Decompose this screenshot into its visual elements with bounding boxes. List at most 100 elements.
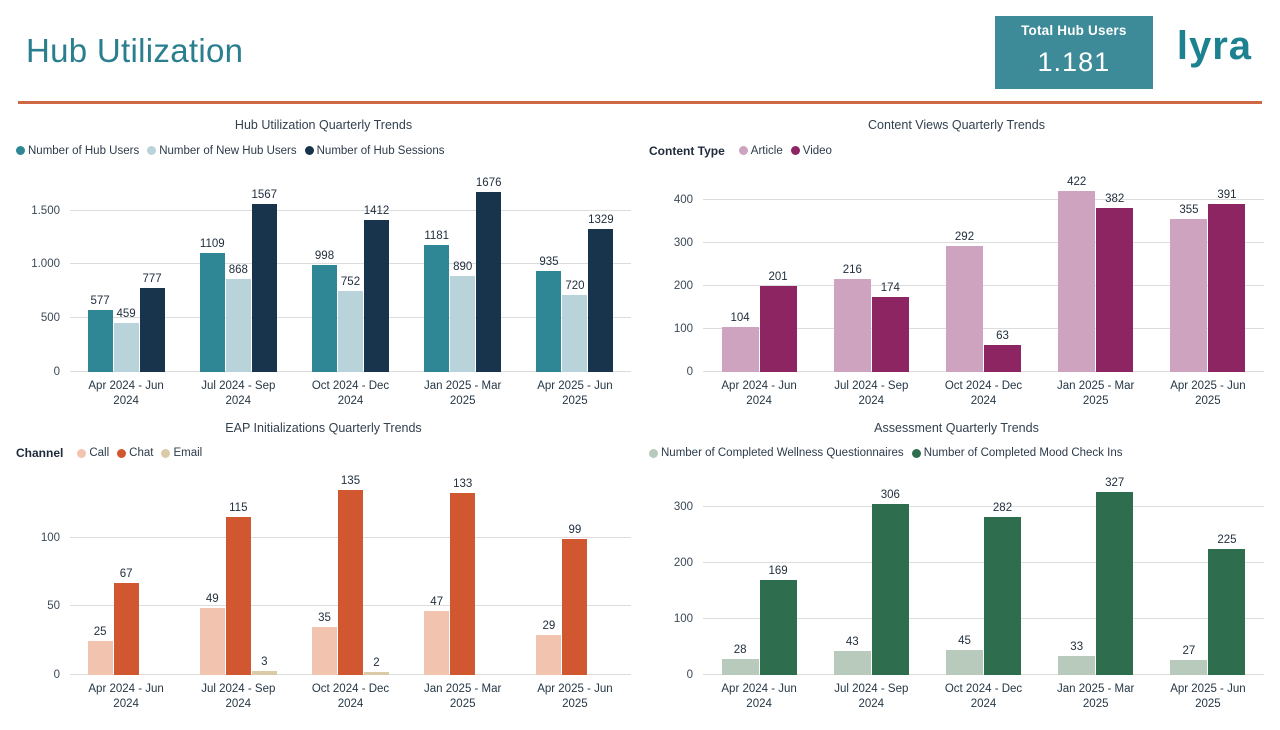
legend-item[interactable]: Chat — [117, 447, 153, 459]
legend-item[interactable]: Number of Hub Users — [16, 145, 139, 157]
y-axis-tick-label: 100 — [673, 323, 693, 335]
bar-number-of-hub-sessions[interactable] — [364, 220, 389, 372]
bar-group: 1109 868 1567 — [182, 172, 294, 372]
bar-video[interactable] — [871, 297, 909, 372]
bar-number-of-hub-users[interactable] — [536, 271, 562, 372]
legend-item[interactable]: Video — [790, 145, 832, 157]
bar-chat[interactable] — [225, 517, 251, 675]
bar-group: 47 133 — [407, 475, 519, 675]
bar-number-of-hub-sessions[interactable] — [476, 191, 502, 372]
x-axis-category-text: Oct 2024 - Dec 2024 — [311, 682, 390, 710]
bar-slot — [476, 475, 502, 675]
bar-number-of-new-hub-users[interactable] — [225, 278, 251, 372]
bar-number-of-hub-sessions[interactable] — [588, 229, 614, 372]
bar-slot: 2 — [364, 475, 390, 675]
legend-item[interactable]: Call — [77, 447, 109, 459]
bar-number-of-completed-wellness-questionnaires[interactable] — [946, 649, 983, 675]
bar-email[interactable] — [364, 672, 389, 675]
bar-value-label: 133 — [453, 477, 473, 490]
bar-number-of-completed-mood-check-ins[interactable] — [1096, 492, 1134, 675]
chart-legend: Number of Hub Users Number of New Hub Use… — [16, 143, 631, 158]
lyra-logo: lyra — [1176, 24, 1252, 68]
legend-item-label: Email — [173, 447, 203, 460]
x-axis-category-text: Apr 2024 - Jun 2024 — [88, 682, 164, 710]
legend-item-label: Number of New Hub Users — [159, 144, 297, 157]
bar-video[interactable] — [984, 344, 1021, 372]
bar-value-label: 868 — [228, 263, 248, 276]
y-axis-tick-label: 0 — [53, 668, 60, 681]
gridline — [703, 562, 1264, 564]
bar-article[interactable] — [946, 246, 983, 372]
bar-chat[interactable] — [113, 583, 139, 675]
chart-plot: 25 67 49 115 3 35 135 2 47 133 29 99 0 50 100 — [16, 474, 631, 681]
bar-number-of-hub-sessions[interactable] — [251, 203, 277, 372]
gridline — [703, 371, 1264, 372]
bar-number-of-completed-mood-check-ins[interactable] — [1208, 549, 1246, 675]
bar-chat[interactable] — [450, 492, 476, 675]
x-axis-category-text: Oct 2024 - Dec 2024 — [311, 380, 390, 407]
bar-video[interactable] — [759, 285, 797, 372]
legend-item[interactable]: Number of Completed Mood Check Ins — [911, 447, 1123, 460]
bar-slot: 1109 — [199, 172, 225, 372]
bar-number-of-new-hub-users[interactable] — [338, 291, 363, 372]
bar-number-of-hub-sessions[interactable] — [139, 288, 165, 372]
bar-video[interactable] — [1208, 203, 1246, 372]
bar-number-of-completed-wellness-questionnaires[interactable] — [1170, 659, 1208, 675]
bar-slot: 99 — [562, 475, 588, 675]
bar-call[interactable] — [312, 626, 337, 675]
legend-item[interactable]: Number of New Hub Users — [147, 144, 297, 157]
bar-number-of-completed-wellness-questionnaires[interactable] — [1058, 656, 1096, 675]
bar-number-of-hub-users[interactable] — [87, 309, 113, 372]
bar-group: 1181 890 1676 — [407, 172, 519, 372]
bar-call[interactable] — [536, 635, 562, 675]
legend-item[interactable]: Number of Completed Wellness Questionnai… — [649, 447, 904, 459]
bar-number-of-completed-mood-check-ins[interactable] — [984, 517, 1021, 675]
bar-number-of-completed-mood-check-ins[interactable] — [759, 580, 797, 675]
bar-article[interactable] — [1058, 190, 1096, 372]
x-axis-category-text: Jan 2025 - Mar 2025 — [424, 380, 502, 407]
bar-article[interactable] — [721, 327, 759, 372]
legend-item[interactable]: Email — [161, 447, 202, 459]
bar-call[interactable] — [87, 640, 113, 675]
bar-number-of-new-hub-users[interactable] — [113, 322, 139, 372]
bar-chat[interactable] — [562, 539, 588, 675]
bar-call[interactable] — [199, 607, 225, 675]
chart-title: Hub Utilization Quarterly Trends — [234, 118, 413, 132]
bar-value-label: 135 — [340, 474, 361, 487]
bar-number-of-completed-wellness-questionnaires[interactable] — [721, 659, 759, 675]
page-title: Hub Utilization — [26, 32, 244, 69]
bar-value-label: 104 — [730, 312, 750, 325]
bar-number-of-hub-users[interactable] — [424, 245, 450, 372]
bar-number-of-hub-users[interactable] — [312, 264, 337, 372]
legend-item-label: Number of Completed Mood Check Ins — [923, 447, 1123, 460]
bar-number-of-new-hub-users[interactable] — [562, 294, 588, 372]
x-axis-category-label: Oct 2024 - Dec 2024 — [927, 682, 1039, 712]
bar-slot — [588, 475, 614, 675]
x-axis-category-label: Apr 2024 - Jun 2024 — [70, 682, 182, 712]
bar-chat[interactable] — [338, 489, 363, 675]
bar-email[interactable] — [251, 670, 277, 675]
bar-group: 422 382 — [1040, 172, 1152, 372]
legend-item-label: Chat — [129, 447, 154, 460]
bar-number-of-completed-wellness-questionnaires[interactable] — [833, 650, 871, 675]
chart-x-axis: Apr 2024 - Jun 2024 Jul 2024 - Sep 2024 Oc… — [16, 682, 631, 712]
bar-article[interactable] — [833, 279, 871, 372]
bar-slot: 63 — [984, 172, 1022, 372]
y-axis-tick-label: 400 — [673, 193, 693, 206]
y-axis-tick-label: 1.500 — [31, 204, 60, 217]
bar-number-of-new-hub-users[interactable] — [450, 276, 476, 372]
bar-slot: 282 — [984, 475, 1022, 675]
bar-article[interactable] — [1170, 219, 1208, 372]
bar-slot: 306 — [871, 475, 909, 675]
kpi-card-total-hub-users: Total Hub Users 1.181 — [994, 16, 1153, 89]
legend-item[interactable]: Article — [738, 145, 783, 157]
bar-call[interactable] — [424, 610, 450, 675]
legend-item[interactable]: Number of Hub Sessions — [304, 145, 444, 157]
bar-group: 355 391 — [1152, 172, 1264, 372]
bar-number-of-completed-mood-check-ins[interactable] — [871, 503, 909, 675]
bar-group: 43 306 — [815, 475, 927, 675]
y-axis-tick-label: 0 — [686, 366, 693, 378]
gridline — [70, 263, 631, 265]
bar-number-of-hub-users[interactable] — [199, 252, 225, 372]
bar-video[interactable] — [1096, 207, 1134, 372]
